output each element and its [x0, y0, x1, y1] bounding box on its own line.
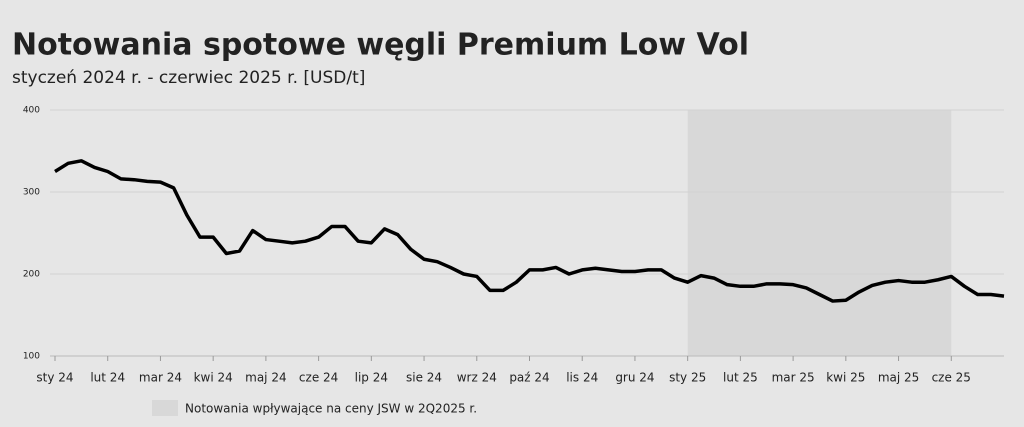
- x-tick-label: cze 24: [299, 371, 338, 385]
- chart-subtitle: styczeń 2024 r. - czerwiec 2025 r. [USD/…: [12, 68, 365, 88]
- x-tick-label: mar 25: [772, 371, 815, 385]
- y-tick-label: 200: [23, 270, 40, 280]
- legend-label: Notowania wpływające na ceny JSW w 2Q202…: [185, 402, 477, 416]
- y-tick-label: 400: [23, 106, 40, 116]
- x-tick-label: lut 25: [723, 371, 758, 385]
- x-tick-label: lut 24: [90, 371, 125, 385]
- x-tick-label: kwi 24: [194, 371, 233, 385]
- x-tick-label: lis 24: [566, 371, 598, 385]
- x-tick-label: sty 25: [669, 371, 706, 385]
- highlight-band: [687, 110, 952, 356]
- x-tick-label: mar 24: [139, 371, 182, 385]
- y-tick-label: 100: [23, 352, 40, 362]
- x-tick-label: maj 24: [245, 371, 286, 385]
- x-tick-label: wrz 24: [457, 371, 497, 385]
- legend-swatch: [152, 400, 178, 416]
- x-tick-label: kwi 25: [826, 371, 865, 385]
- y-tick-label: 300: [23, 188, 40, 198]
- x-tick-label: gru 24: [615, 371, 654, 385]
- x-tick-label: maj 25: [878, 371, 919, 385]
- x-tick-label: cze 25: [932, 371, 971, 385]
- series-line: [54, 159, 1005, 303]
- x-tick-label: paź 24: [509, 371, 549, 385]
- chart-title: Notowania spotowe węgli Premium Low Vol: [12, 28, 749, 63]
- x-tick-label: lip 24: [355, 371, 388, 385]
- x-tick-label: sie 24: [406, 371, 442, 385]
- x-tick-label: sty 24: [36, 371, 73, 385]
